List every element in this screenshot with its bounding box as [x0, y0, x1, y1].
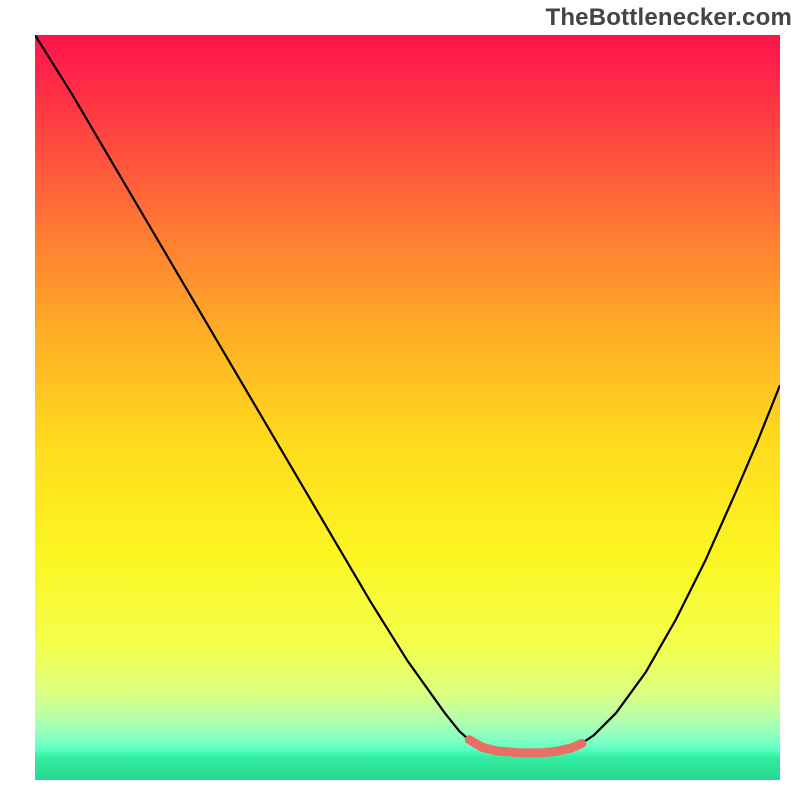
watermark-text: TheBottlenecker.com	[545, 4, 792, 32]
chart-svg	[35, 35, 780, 780]
plot-background	[35, 35, 780, 780]
chart-root: TheBottlenecker.com	[0, 0, 800, 800]
plot-frame	[35, 35, 780, 780]
